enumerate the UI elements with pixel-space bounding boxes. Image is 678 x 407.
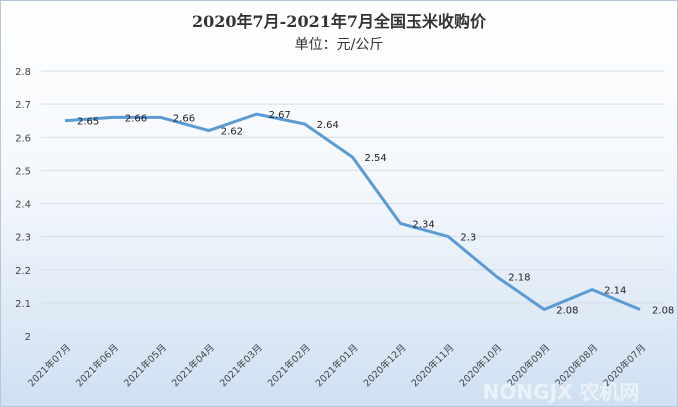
data-label: 2.66	[173, 113, 195, 124]
y-tick-label: 2.6	[15, 133, 31, 144]
chart-title: 2020年7月-2021年7月全国玉米收购价	[192, 12, 487, 31]
y-tick-label: 2	[25, 332, 31, 343]
data-label: 2.3	[460, 233, 476, 244]
x-tick-label: 2021年06月	[73, 342, 121, 390]
y-tick-label: 2.1	[15, 299, 31, 310]
x-tick-label: 2021年03月	[217, 342, 265, 390]
data-label: 2.08	[556, 306, 578, 317]
data-label: 2.67	[269, 110, 291, 121]
data-label: 2.54	[365, 153, 387, 164]
data-label: 2.66	[125, 113, 147, 124]
x-tick-label: 2021年07月	[26, 342, 74, 390]
x-tick-label: 2021年02月	[265, 342, 313, 390]
x-tick-label: 2020年12月	[361, 342, 409, 390]
data-label: 2.62	[221, 127, 243, 138]
data-label: 2.64	[317, 120, 339, 131]
y-tick-label: 2.2	[15, 266, 31, 277]
x-tick-label: 2020年11月	[409, 342, 457, 390]
gridlines	[41, 70, 664, 337]
data-label: 2.65	[77, 117, 99, 128]
y-tick-label: 2.4	[15, 200, 31, 211]
x-tick-label: 2021年04月	[169, 342, 217, 390]
data-label: 2.34	[412, 219, 434, 230]
data-labels: 2.65 2.66 2.66 2.62 2.67 2.64 2.54 2.34 2.3 2.18 2…	[77, 110, 674, 316]
y-tick-label: 2.8	[15, 67, 31, 78]
data-label: 2.18	[508, 272, 530, 283]
data-label: 2.14	[604, 286, 626, 297]
y-tick-label: 2.7	[15, 100, 31, 111]
watermark: NONGJX 农机网	[483, 380, 640, 404]
y-tick-label: 2.3	[15, 233, 31, 244]
x-tick-label: 2021年05月	[121, 342, 169, 390]
series-line	[64, 112, 641, 311]
data-label: 2.08	[652, 306, 674, 317]
x-tick-label: 2021年01月	[313, 342, 361, 390]
y-axis-ticks: 2 2.1 2.2 2.3 2.4 2.5 2.6 2.7 2.8	[15, 67, 31, 343]
chart-subtitle: 单位：元/公斤	[295, 37, 384, 53]
y-tick-label: 2.5	[15, 166, 31, 177]
